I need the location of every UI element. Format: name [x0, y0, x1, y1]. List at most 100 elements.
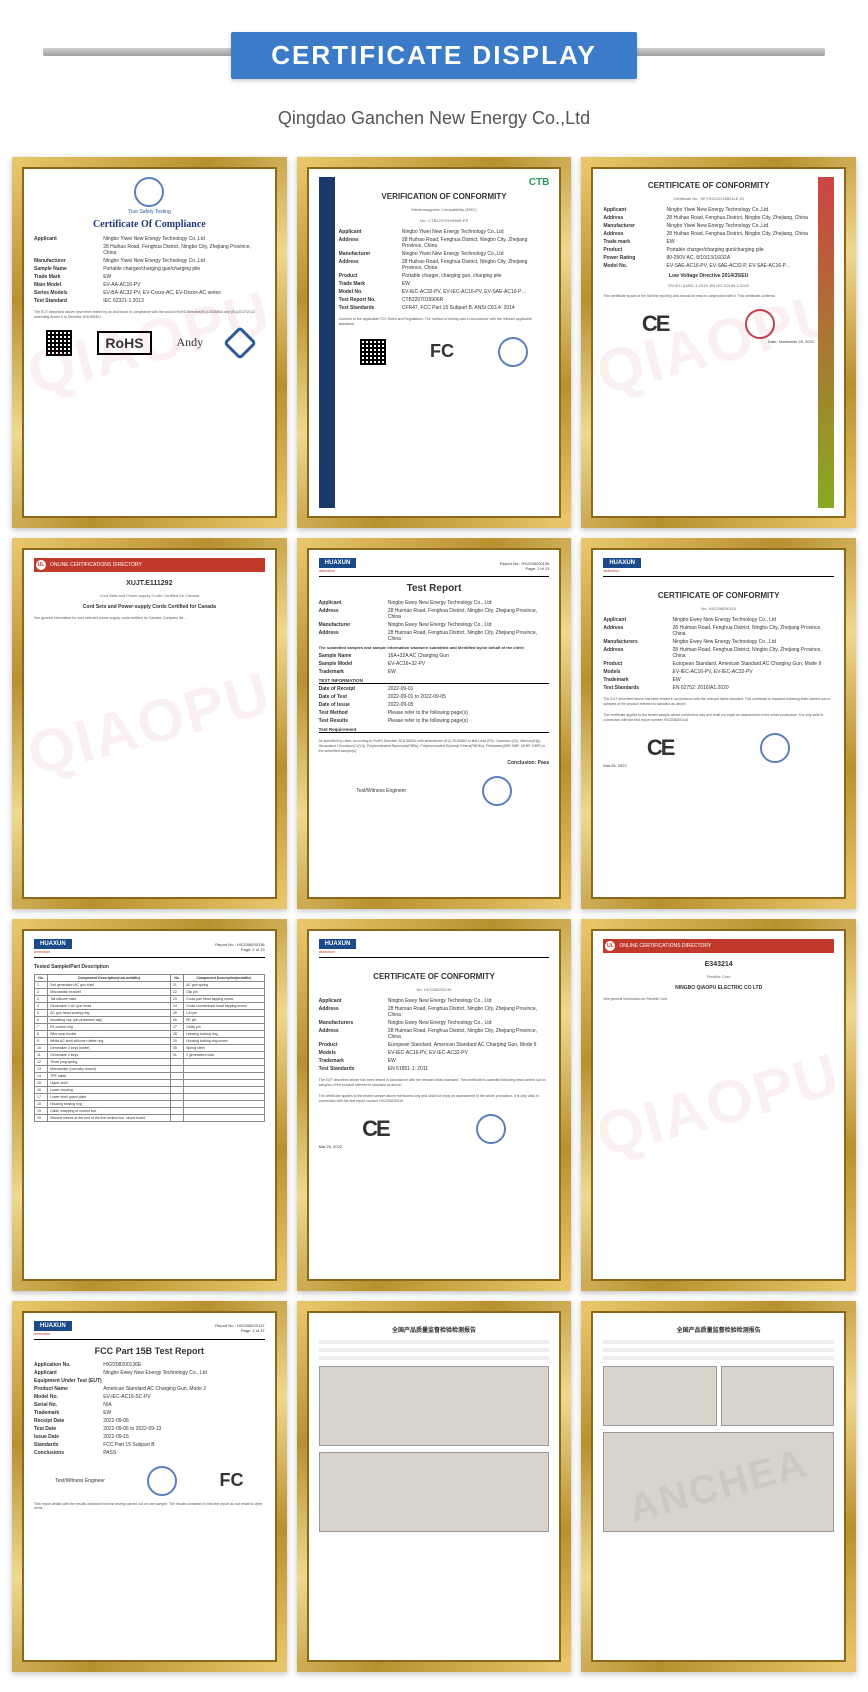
req-text: As specified by client, according to RoH… — [319, 739, 550, 754]
text-block — [603, 1340, 834, 1360]
cert-title: E343214 — [603, 961, 834, 968]
cert-ref: No.: CTB2207019906R-ES — [339, 218, 550, 223]
hx-det: detection — [319, 949, 357, 954]
stamp-icon — [760, 733, 790, 763]
roles: Test/Witness Engineer — [55, 1478, 105, 1484]
hx-det: detection — [319, 568, 357, 573]
body-text: The EUT described above has been tested … — [319, 1078, 550, 1088]
hx-logo: HUAXUN — [34, 1321, 72, 1331]
body-text2: The certificate applies to the tested sa… — [319, 1094, 550, 1104]
cert-ref: No. HX2208200119 — [319, 987, 550, 992]
cert-title: XUJT.E111292 — [34, 580, 265, 587]
cert-ref: Certificate No.: KEYS2212216801LE-01 — [603, 196, 814, 201]
hx-logo: HUAXUN — [319, 558, 357, 568]
cert-title: Certificate Of Compliance — [34, 219, 265, 230]
banner-title: CERTIFICATE DISPLAY — [231, 32, 636, 79]
hx-header: HUAXUNdetection — [319, 939, 550, 958]
diagram — [603, 1366, 716, 1426]
cert-title: CERTIFICATE OF CONFORMITY — [603, 181, 814, 190]
side-strip — [319, 177, 335, 508]
hx-det: detection — [34, 949, 72, 954]
cert-cn2: ANCHEA 全国产品质量监督检验检测报告 — [581, 1301, 856, 1672]
signature: Andy — [177, 335, 204, 350]
stamp-icon — [476, 1114, 506, 1144]
cert-title: CERTIFICATE OF CONFORMITY — [603, 591, 834, 600]
field-list: Sample Name16A+32A AC Charging GunSample… — [319, 653, 550, 675]
field-list: ApplicantNingbo Ewey New Energy Technolo… — [319, 998, 550, 1072]
body-text: This report details with the results obt… — [34, 1502, 265, 1512]
stamp-icon — [498, 337, 528, 367]
hx-det: detection — [603, 568, 641, 573]
cert-ce-hx2: HUAXUNdetection CERTIFICATE OF CONFORMIT… — [297, 919, 572, 1290]
cert-title: 全国产品质量监督检验检测报告 — [319, 1325, 550, 1334]
body-text2: The certificate applies to the tested sa… — [603, 713, 834, 723]
section-hdr: TEST INFORMATION — [319, 678, 550, 684]
parts-table: No.Component Description(non-metallic)No… — [34, 974, 265, 1122]
issue-date: Mar.26, 2022 — [603, 763, 834, 768]
issuer-seal — [134, 177, 164, 207]
page-no: Page: 2 of 13 — [215, 947, 264, 952]
ce-mark: CE — [647, 735, 674, 761]
cert-title: VERIFICATION OF CONFORMITY — [339, 192, 550, 201]
cert-sub: Flexible Cord — [603, 974, 834, 979]
field-list: ApplicantNingbo Ewey New Energy Technolo… — [319, 600, 550, 642]
hx-header: HUAXUNdetection Report No.: HX2208200136… — [34, 939, 265, 958]
ul-header: UL ONLINE CERTIFICATIONS DIRECTORY — [34, 558, 265, 572]
cert-ul2: QIAOPU UL ONLINE CERTIFICATIONS DIRECTOR… — [581, 919, 856, 1290]
org: NINGBO QIAOPU ELECTRIC CO LTD — [603, 985, 834, 991]
hx-logo: HUAXUN — [34, 939, 72, 949]
cert-ul: QIAOPU UL ONLINE CERTIFICATIONS DIRECTOR… — [12, 538, 287, 909]
field-list: ApplicantNingbo Yiwei New Energy Technol… — [339, 229, 550, 311]
hx-logo: HUAXUN — [319, 939, 357, 949]
field-list: ApplicantNingbo Yiwei New Energy Technol… — [603, 207, 814, 269]
cert-fcc: CTB VERIFICATION OF CONFORMITY Electroma… — [297, 157, 572, 528]
body-text: Conform to the applicable FCC Rules and … — [339, 317, 550, 327]
section-hdr: Test Requirement — [319, 727, 550, 733]
header-banner: CERTIFICATE DISPLAY — [0, 20, 868, 90]
cert-test-report: HUAXUNdetection Report No.: HX2208200136… — [297, 538, 572, 909]
qr-icon — [46, 330, 72, 356]
hx-header: HUAXUNdetection — [603, 558, 834, 577]
rohs-badge: RoHS — [97, 331, 151, 355]
cert-title: FCC Part 15B Test Report — [34, 1346, 265, 1356]
note: The submitted samples and sample informa… — [319, 645, 550, 650]
cert-title: 全国产品质量监督检验检测报告 — [603, 1325, 834, 1334]
body-text: This certificate is part of the full tes… — [603, 294, 814, 299]
field-list: ApplicantNingbo Yiwei New Energy Technol… — [34, 236, 265, 304]
stamp-icon — [482, 776, 512, 806]
ul-header-text: ONLINE CERTIFICATIONS DIRECTORY — [50, 562, 142, 568]
report-no: Report No.: HX2208200136 — [500, 561, 549, 566]
field-list: ApplicantNingbo Ewey New Energy Technolo… — [603, 617, 834, 691]
ul-header-text: ONLINE CERTIFICATIONS DIRECTORY — [619, 943, 711, 949]
hx-header: HUAXUNdetection Report No.: HX2208200136… — [319, 558, 550, 577]
conclusion: Conclusion: Pass — [319, 760, 550, 766]
issue-date: Mar.26, 2022 — [319, 1144, 550, 1149]
field-list: Application No.HX2208200136EApplicantNin… — [34, 1362, 265, 1456]
cert-sub: Cord Sets and Power-supply Cords Certifi… — [34, 593, 265, 598]
ul-logo-icon: UL — [36, 560, 46, 570]
ctb-brand: CTB — [339, 177, 550, 188]
fcc-mark: FC — [430, 341, 454, 362]
ul-header: UL ONLINE CERTIFICATIONS DIRECTORY — [603, 939, 834, 953]
compliance-text: The EUT described above have been tested… — [34, 310, 265, 320]
field-list: Date of Receipt2022-09-01Date of Test202… — [319, 686, 550, 724]
hx-header: HUAXUNdetection Report No.: HX2208200137… — [34, 1321, 265, 1340]
std: EN IEC 61851-1:2019; EN IEC 62196-1:2022 — [603, 283, 814, 288]
cert-ce-hx1: HUAXUNdetection CERTIFICATE OF CONFORMIT… — [581, 538, 856, 909]
cert-fcc15b: HUAXUNdetection Report No.: HX2208200137… — [12, 1301, 287, 1672]
cert-cn1: 全国产品质量监督检验检测报告 — [297, 1301, 572, 1672]
diagram — [721, 1366, 834, 1426]
side-strip — [818, 177, 834, 508]
body-text: See general information for Flexible Cor… — [603, 997, 834, 1137]
ul-logo-icon: UL — [605, 941, 615, 951]
cert-title2: Cord Sets and Power-supply Cords Certifi… — [34, 604, 265, 610]
text-block — [319, 1340, 550, 1360]
cert-parts-table: HUAXUNdetection Report No.: HX2208200136… — [12, 919, 287, 1290]
issue-date: Date: November 25, 2022 — [603, 339, 814, 344]
hx-logo: HUAXUN — [603, 558, 641, 568]
cert-title: Test Report — [319, 583, 550, 594]
product-photo — [319, 1366, 550, 1446]
stamp-icon — [147, 1466, 177, 1496]
certificate-grid: QIAOPU True Safety Testing Certificate O… — [0, 157, 868, 1692]
ce-mark: CE — [362, 1116, 389, 1142]
